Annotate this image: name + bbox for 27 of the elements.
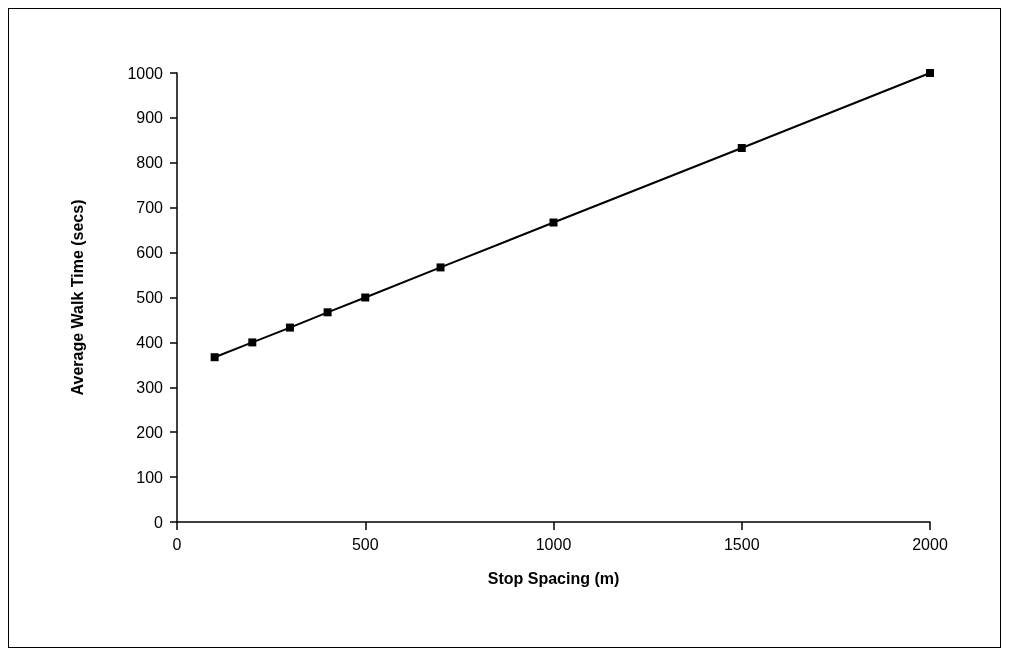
- y-tick-label: 100: [136, 468, 164, 486]
- point: [737, 143, 746, 152]
- x-tick-label: 1500: [723, 535, 760, 553]
- y-tick-label: 1000: [127, 64, 164, 82]
- point: [361, 293, 370, 302]
- x-tick-label: 0: [172, 535, 182, 553]
- point: [549, 218, 558, 227]
- point: [323, 308, 332, 317]
- y-tick-label: 200: [136, 423, 164, 441]
- point: [248, 338, 257, 347]
- x-tick-label: 1000: [535, 535, 572, 553]
- x-tick-label: 500: [351, 535, 379, 553]
- y-tick-label: 500: [136, 289, 164, 306]
- y-tick-label: 800: [136, 154, 164, 172]
- point: [436, 263, 445, 272]
- x-axis-title: Stop Spacing (m): [487, 569, 620, 587]
- y-tick-label: 700: [136, 199, 164, 217]
- point: [926, 69, 934, 77]
- y-tick-label: 900: [136, 109, 164, 127]
- point: [285, 323, 294, 332]
- y-tick-label: 0: [154, 513, 164, 531]
- x-tick-label: 2000: [912, 535, 948, 553]
- y-tick-label: 300: [136, 378, 164, 396]
- point: [210, 353, 219, 362]
- y-tick-label: 600: [136, 244, 164, 262]
- y-tick-label: 400: [136, 333, 164, 351]
- y-axis-title: Average Walk Time (secs): [68, 199, 86, 396]
